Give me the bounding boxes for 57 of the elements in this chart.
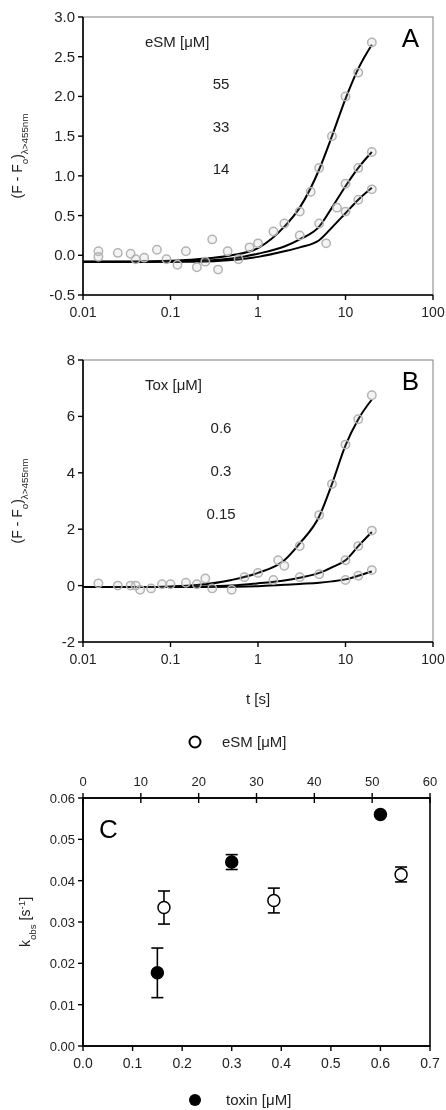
x-tick-label: 0.7 [420, 1055, 440, 1071]
annotation: 0.3 [210, 461, 232, 479]
y-tick-label: 0.06 [49, 791, 75, 806]
x-tick-label: 0.4 [271, 1055, 292, 1071]
x2-tick-label: 50 [364, 774, 380, 789]
x-tick-label: 100 [421, 651, 445, 667]
y-tick-label: 0.05 [49, 832, 75, 848]
y-tick-label: 3.0 [54, 8, 75, 25]
annotation: 0.6 [210, 418, 232, 436]
x2-tick-label: 20 [191, 774, 206, 789]
y-tick-label: -0.5 [49, 286, 75, 303]
annotation: 0.15 [206, 504, 236, 522]
y-tick-label: 2.0 [54, 87, 75, 105]
annotation: eSM [μM] [145, 33, 210, 50]
x-tick-label: 10 [337, 651, 354, 667]
x2-axis-title: eSM [μM] [222, 733, 287, 750]
y-tick-label: 0.0 [54, 246, 75, 264]
x-tick-label: 10 [337, 304, 354, 320]
x-tick-label: 1 [254, 304, 263, 320]
annotation: 55 [212, 75, 230, 93]
y-tick-label: 0 [66, 576, 75, 594]
y-tick-label: 8 [66, 351, 75, 368]
y-tick-label: 2.5 [54, 47, 75, 65]
x-tick-label: 1 [254, 651, 263, 667]
y-tick-label: 0.03 [49, 915, 75, 930]
y-tick-label: 0.01 [49, 997, 75, 1013]
y-tick-label: 1.0 [54, 166, 75, 184]
y-tick-label: 0.00 [49, 1039, 75, 1054]
annotation: B [401, 366, 419, 396]
x2-tick-label: 40 [307, 774, 322, 789]
y-tick-label: 4 [66, 463, 75, 481]
x-tick-label: 100 [421, 304, 445, 320]
y-tick-label: 0.04 [49, 873, 75, 889]
x2-tick-label: 0 [79, 774, 87, 789]
annotation: A [401, 23, 420, 53]
x2-tick-label: 10 [133, 774, 149, 789]
annotation: 14 [212, 159, 230, 177]
y-tick-label: 6 [66, 407, 75, 425]
x-tick-label: 0.6 [370, 1055, 391, 1071]
y-tick-label: -2 [61, 633, 75, 650]
x2-tick-label: 60 [422, 774, 438, 789]
annotation: C [99, 814, 118, 844]
x-tick-label: 0.1 [122, 1055, 143, 1071]
y-tick-label: 2 [66, 520, 75, 538]
y-tick-label: 0.5 [54, 206, 75, 224]
x-tick-label: 0.2 [172, 1055, 193, 1071]
x-axis-title: toxin [μM] [226, 1091, 292, 1108]
x-tick-label: 0.1 [160, 651, 181, 667]
annotation: 33 [212, 117, 230, 135]
x-tick-label: 0.5 [321, 1055, 341, 1071]
x-tick-label: 0.1 [160, 304, 181, 320]
x2-tick-label: 30 [249, 774, 264, 789]
annotation: Tox [μM] [145, 376, 202, 393]
y-tick-label: 1.5 [54, 127, 75, 145]
x-axis-title: t [s] [245, 690, 271, 707]
x-tick-label: 0.3 [221, 1055, 242, 1071]
y-tick-label: 0.02 [49, 956, 75, 972]
